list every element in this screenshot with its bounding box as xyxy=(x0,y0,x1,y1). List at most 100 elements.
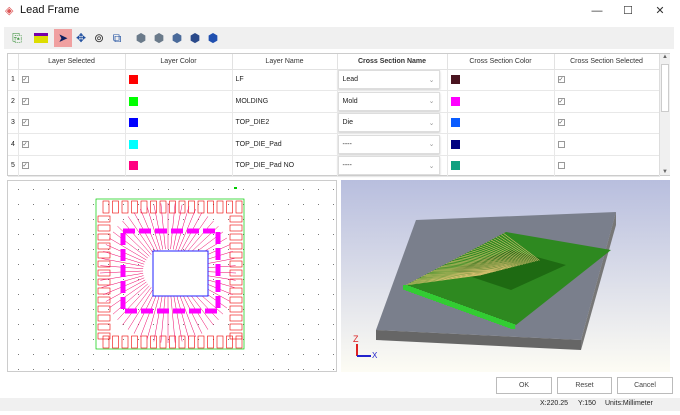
grid-dot xyxy=(318,294,319,295)
view-front-icon[interactable]: ⬢ xyxy=(153,31,165,45)
layer-color-cell[interactable] xyxy=(125,155,233,177)
cross-section-selected-checkbox[interactable]: ✓ xyxy=(557,119,565,127)
lead-right xyxy=(229,224,243,232)
cross-section-color-swatch[interactable] xyxy=(450,139,460,149)
view-top-icon[interactable]: ⬢ xyxy=(189,31,201,45)
model-3d-view[interactable]: Z X xyxy=(341,180,670,372)
lead-bottom xyxy=(112,335,119,349)
grid-dot xyxy=(153,309,154,310)
cross-section-name-cell[interactable]: Lead ⌄ xyxy=(337,69,448,91)
cross-section-color-swatch[interactable] xyxy=(450,161,460,171)
cross-section-color-swatch[interactable] xyxy=(450,118,460,128)
layer-color-cell[interactable] xyxy=(125,133,233,156)
grid-dot xyxy=(318,234,319,235)
select-pointer-icon[interactable]: ➤ xyxy=(54,29,72,47)
maximize-button[interactable]: ☐ xyxy=(623,5,633,17)
table-row[interactable]: 1 ✓ LF Lead ⌄ ✓ xyxy=(8,69,660,91)
cross-section-color-cell[interactable] xyxy=(447,133,555,156)
table-row[interactable]: 2 ✓ MOLDING Mold ⌄ ✓ xyxy=(8,90,660,113)
layer-selected-checkbox[interactable]: ✓ xyxy=(21,162,29,170)
layer-selected-checkbox[interactable]: ✓ xyxy=(21,140,29,148)
view-iso-icon[interactable]: ⬢ xyxy=(135,31,147,45)
scroll-up-icon[interactable]: ▲ xyxy=(662,54,668,60)
layer-color-swatch[interactable] xyxy=(128,139,138,149)
layer-selected-cell[interactable]: ✓ xyxy=(18,69,126,91)
bond-wire xyxy=(465,252,518,267)
package-3d-drawing[interactable]: Z X xyxy=(341,180,670,372)
layer-selected-cell[interactable]: ✓ xyxy=(18,133,126,156)
cross-section-dropdown[interactable]: Mold ⌄ xyxy=(337,91,440,111)
layer-selected-cell[interactable]: ✓ xyxy=(18,90,126,113)
layer-selected-checkbox[interactable]: ✓ xyxy=(21,97,29,105)
header-cross-section-color[interactable]: Cross Section Color xyxy=(447,54,555,70)
reset-button[interactable]: Reset xyxy=(557,377,612,394)
layer-color-cell[interactable] xyxy=(125,69,233,91)
layer-color-swatch[interactable] xyxy=(128,96,138,106)
layer-color-swatch[interactable] xyxy=(128,161,138,171)
cross-section-dropdown[interactable]: Lead ⌄ xyxy=(337,70,440,90)
cross-section-selected-checkbox[interactable] xyxy=(557,162,565,170)
cross-section-color-cell[interactable] xyxy=(447,112,555,134)
cross-section-selected-checkbox[interactable]: ✓ xyxy=(557,76,565,84)
layer-selected-cell[interactable]: ✓ xyxy=(18,155,126,177)
lead-right xyxy=(229,269,243,277)
layer-icon[interactable] xyxy=(32,29,50,47)
zoom-window-icon[interactable]: ⧉ xyxy=(112,30,122,45)
layer-color-swatch[interactable] xyxy=(128,118,138,128)
cross-section-color-cell[interactable] xyxy=(447,90,555,113)
window-title: Lead Frame xyxy=(20,4,80,16)
scroll-thumb[interactable] xyxy=(661,64,669,112)
minimize-button[interactable]: — xyxy=(591,5,603,17)
scroll-down-icon[interactable]: ▼ xyxy=(662,169,668,175)
cross-section-dropdown[interactable]: ---- ⌄ xyxy=(337,134,440,154)
layer-color-cell[interactable] xyxy=(125,112,233,134)
header-layer-selected[interactable]: Layer Selected xyxy=(18,54,126,70)
grid-dot xyxy=(318,249,319,250)
header-cross-section-selected[interactable]: Cross Section Selected xyxy=(554,54,660,70)
cross-section-name-cell[interactable]: ---- ⌄ xyxy=(337,133,448,156)
layer-selected-checkbox[interactable]: ✓ xyxy=(21,119,29,127)
cross-section-name-cell[interactable]: ---- ⌄ xyxy=(337,155,448,177)
cross-section-selected-cell[interactable] xyxy=(554,133,660,156)
layer-selected-checkbox[interactable]: ✓ xyxy=(21,76,29,84)
cross-section-color-swatch[interactable] xyxy=(450,75,460,85)
grid-dot xyxy=(168,339,169,340)
header-cross-section-name[interactable]: Cross Section Name xyxy=(337,54,448,70)
pan-icon[interactable]: ✥ xyxy=(75,31,87,45)
grid-dot xyxy=(123,279,124,280)
lead-pin xyxy=(416,290,422,295)
layout-2d-view[interactable] xyxy=(7,180,337,372)
cross-section-name-cell[interactable]: Die ⌄ xyxy=(337,112,448,134)
table-row[interactable]: 4 ✓ TOP_DIE_Pad ---- ⌄ xyxy=(8,133,660,156)
cross-section-color-cell[interactable] xyxy=(447,69,555,91)
cancel-button[interactable]: Cancel xyxy=(617,377,673,394)
cross-section-selected-cell[interactable]: ✓ xyxy=(554,69,660,91)
layer-color-swatch[interactable] xyxy=(128,75,138,85)
table-row[interactable]: 3 ✓ TOP_DIE2 Die ⌄ ✓ xyxy=(8,112,660,134)
layer-selected-cell[interactable]: ✓ xyxy=(18,112,126,134)
grid-dot xyxy=(18,249,19,250)
cross-section-color-swatch[interactable] xyxy=(450,96,460,106)
cross-section-dropdown[interactable]: Die ⌄ xyxy=(337,113,440,133)
table-row[interactable]: 5 ✓ TOP_DIE_Pad NO ---- ⌄ xyxy=(8,155,660,177)
grid-dot xyxy=(213,354,214,355)
cross-section-dropdown[interactable]: ---- ⌄ xyxy=(337,156,440,176)
cross-section-name-cell[interactable]: Mold ⌄ xyxy=(337,90,448,113)
cross-section-selected-checkbox[interactable]: ✓ xyxy=(557,97,565,105)
layer-color-cell[interactable] xyxy=(125,90,233,113)
view-3d-icon[interactable]: ⬢ xyxy=(207,31,219,45)
import-icon[interactable]: ⎘ xyxy=(12,30,22,45)
view-side-icon[interactable]: ⬢ xyxy=(171,31,183,45)
cross-section-selected-cell[interactable]: ✓ xyxy=(554,112,660,134)
leadframe-2d-drawing[interactable] xyxy=(8,181,336,371)
cross-section-selected-cell[interactable]: ✓ xyxy=(554,90,660,113)
close-button[interactable]: ✕ xyxy=(655,5,665,17)
ok-button[interactable]: OK xyxy=(496,377,552,394)
header-layer-color[interactable]: Layer Color xyxy=(125,54,233,70)
cross-section-selected-cell[interactable] xyxy=(554,155,660,177)
vertical-scrollbar[interactable]: ▲ ▼ xyxy=(659,54,670,175)
zoom-icon[interactable]: ⊚ xyxy=(93,31,105,45)
header-layer-name[interactable]: Layer Name xyxy=(232,54,338,70)
cross-section-color-cell[interactable] xyxy=(447,155,555,177)
cross-section-selected-checkbox[interactable] xyxy=(557,140,565,148)
